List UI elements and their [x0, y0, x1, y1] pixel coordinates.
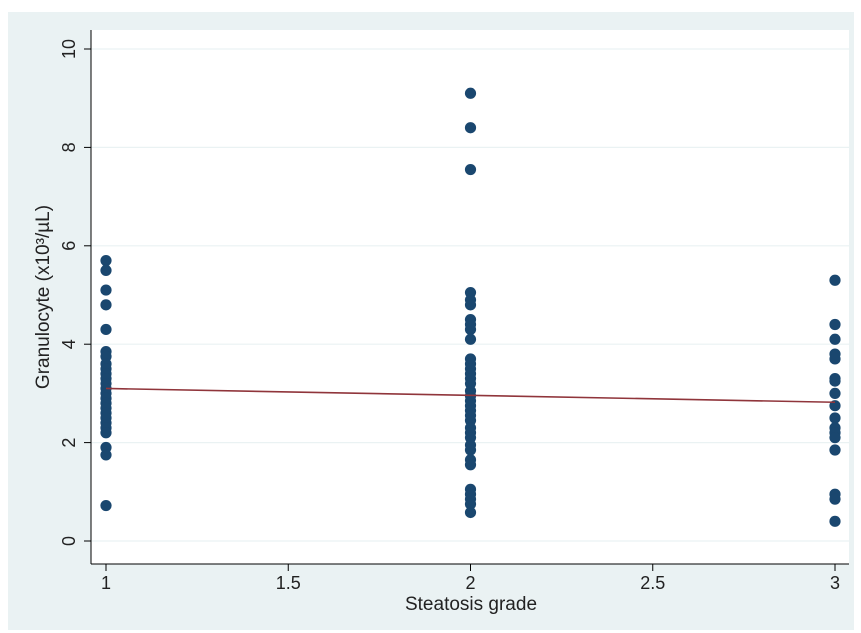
- y-axis-label: Granulocyte (x10³/µL): [33, 205, 54, 389]
- data-point: [464, 459, 477, 471]
- x-axis-ticks: 1 1.5 2 2.5 3: [101, 564, 840, 593]
- x-tick-label: 1: [101, 573, 111, 593]
- data-point: [100, 449, 112, 461]
- y-axis-ticks: 0 2 4 6 8 10: [59, 39, 91, 546]
- x-tick-label: 2.5: [640, 573, 665, 593]
- fit-line: [105, 387, 836, 404]
- data-point: [464, 87, 477, 99]
- x-tick-label: 1.5: [276, 573, 301, 593]
- y-tick-label: 8: [59, 142, 79, 152]
- y-tick-label: 10: [59, 39, 79, 59]
- data-point: [829, 375, 841, 387]
- data-point: [829, 444, 841, 456]
- data-point: [829, 515, 841, 527]
- y-tick-label: 0: [59, 536, 79, 546]
- data-point: [464, 299, 477, 311]
- data-point: [829, 274, 841, 286]
- data-point: [829, 432, 841, 444]
- data-point: [100, 427, 112, 439]
- y-tick-label: 2: [59, 438, 79, 448]
- data-point: [100, 323, 112, 336]
- data-point: [464, 444, 477, 456]
- data-point: [464, 122, 477, 134]
- data-point: [464, 333, 477, 345]
- data-point: [100, 299, 112, 311]
- fit-line-group: [105, 387, 836, 404]
- y-tick-label: 4: [59, 339, 79, 349]
- data-point: [829, 353, 841, 365]
- data-point: [464, 506, 477, 519]
- x-tick-label: 2: [465, 573, 475, 593]
- grid-lines: [91, 48, 849, 542]
- x-axis-label: Steatosis grade: [405, 594, 537, 615]
- data-point: [100, 284, 112, 296]
- data-point: [829, 318, 841, 331]
- data-point: [464, 163, 477, 176]
- data-point: [464, 323, 477, 336]
- y-tick-label: 6: [59, 241, 79, 251]
- data-point: [100, 499, 112, 512]
- data-point: [829, 387, 841, 399]
- data-point: [464, 498, 477, 510]
- x-tick-label: 3: [830, 573, 840, 593]
- data-point: [829, 493, 841, 505]
- data-point: [829, 333, 841, 345]
- scatter-points: [100, 87, 841, 527]
- data-point: [829, 412, 841, 424]
- data-point: [100, 254, 112, 267]
- data-point: [100, 264, 112, 276]
